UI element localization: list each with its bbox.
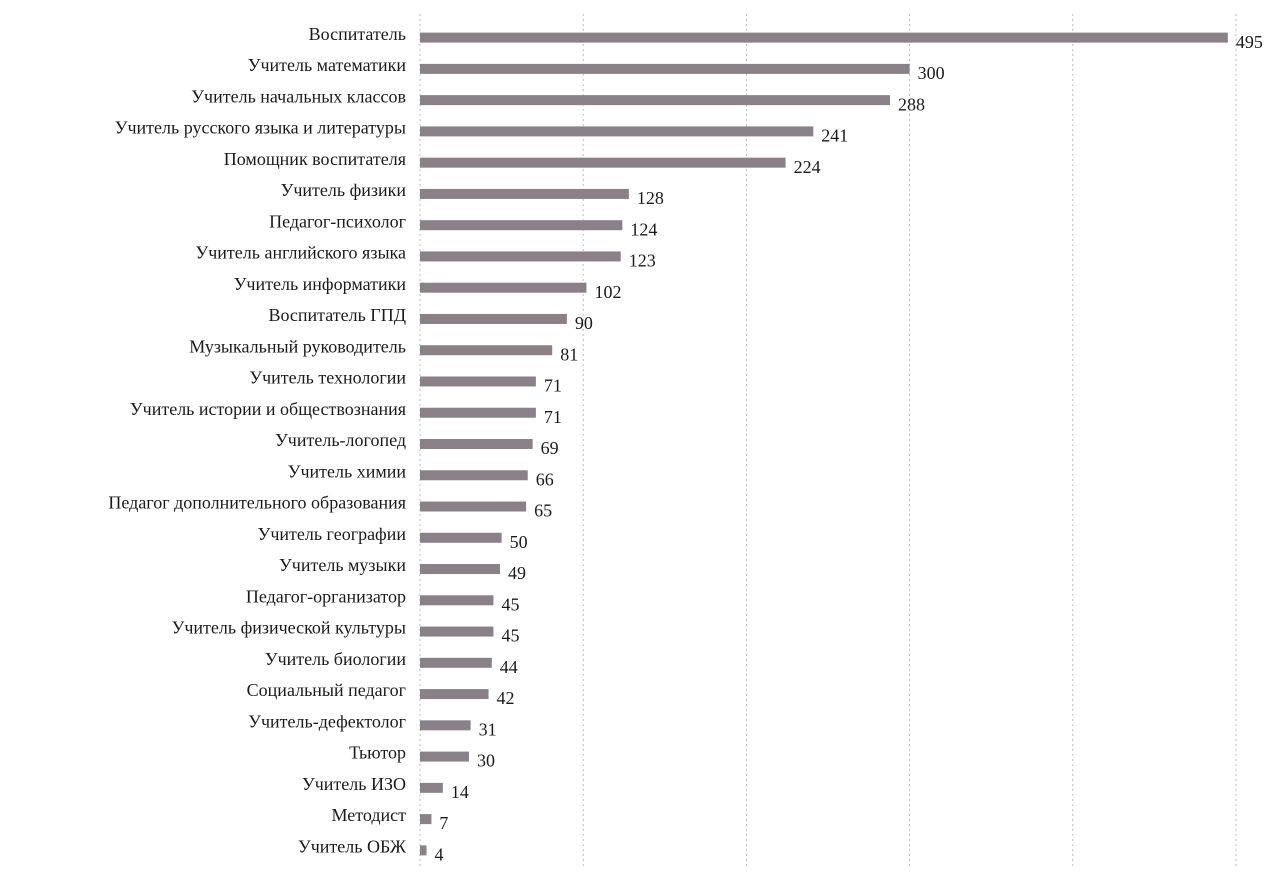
- bar: [420, 595, 494, 606]
- data-label: 30: [477, 751, 495, 771]
- data-label: 50: [510, 532, 528, 552]
- data-label: 128: [637, 188, 664, 208]
- y-tick-label: Учитель математики: [248, 55, 407, 75]
- y-tick-label: Учитель биологии: [265, 649, 407, 669]
- data-label: 14: [451, 782, 469, 802]
- data-label: 42: [497, 688, 515, 708]
- y-tick-label: Воспитатель ГПД: [268, 305, 406, 325]
- bar: [420, 251, 621, 262]
- data-label: 71: [544, 376, 562, 396]
- bar: [420, 814, 432, 825]
- y-tick-label: Учитель начальных классов: [191, 86, 406, 106]
- y-tick-label: Учитель ОБЖ: [298, 836, 407, 856]
- bar: [420, 126, 814, 137]
- data-label: 102: [594, 282, 621, 302]
- y-tick-label: Учитель географии: [258, 524, 407, 544]
- bar: [420, 657, 492, 668]
- bar: [420, 63, 910, 74]
- y-tick-label: Музыкальный руководитель: [189, 336, 406, 356]
- y-tick-label: Педагог-психолог: [269, 211, 406, 231]
- data-label: 44: [500, 657, 518, 677]
- data-label: 4: [435, 844, 444, 864]
- bar: [420, 157, 786, 168]
- data-label: 123: [629, 251, 656, 271]
- y-tick-label: Учитель химии: [288, 461, 407, 481]
- y-tick-label: Учитель английского языка: [195, 243, 406, 263]
- bar: [420, 845, 427, 856]
- bar: [420, 689, 489, 700]
- data-label: 288: [898, 94, 925, 114]
- y-tick-label: Учитель информатики: [234, 274, 407, 294]
- y-tick-label: Методист: [331, 805, 406, 825]
- y-tick-label: Учитель ИЗО: [302, 774, 406, 794]
- bar: [420, 188, 629, 199]
- y-tick-label: Тьютор: [349, 743, 406, 763]
- bar: [420, 439, 533, 449]
- data-label: 124: [630, 219, 657, 239]
- data-label: 7: [439, 813, 448, 833]
- data-label: 69: [541, 438, 559, 458]
- y-tick-label: Педагог дополнительного образования: [108, 493, 406, 513]
- y-tick-label: Учитель-дефектолог: [248, 711, 406, 731]
- bar: [420, 313, 567, 324]
- data-label: 300: [918, 63, 945, 83]
- y-tick-label: Учитель-логопед: [275, 430, 406, 450]
- y-tick-label: Воспитатель: [309, 24, 406, 44]
- y-tick-label: Социальный педагог: [247, 680, 406, 700]
- y-tick-label: Учитель физики: [281, 180, 407, 200]
- bar: [420, 282, 587, 293]
- bar: [420, 376, 536, 387]
- data-label: 45: [501, 594, 519, 614]
- data-label: 241: [821, 126, 848, 146]
- bar: [420, 407, 536, 418]
- y-tick-label: Помощник воспитателя: [224, 149, 406, 169]
- y-tick-label: Педагог-организатор: [246, 586, 406, 606]
- data-label: 66: [536, 469, 554, 489]
- y-tick-label: Учитель русского языка и литературы: [115, 118, 406, 138]
- y-tick-label: Учитель музыки: [279, 555, 406, 575]
- bar: [420, 345, 553, 356]
- bar: [420, 220, 623, 231]
- y-tick-label: Учитель истории и обществознания: [130, 399, 406, 419]
- y-tick-label: Учитель физической культуры: [172, 618, 406, 638]
- data-label: 90: [575, 313, 593, 333]
- data-label: 224: [794, 157, 821, 177]
- bar: [420, 32, 1228, 43]
- bar: [420, 720, 471, 731]
- data-label: 31: [479, 719, 497, 739]
- bar: [420, 532, 502, 543]
- bar: [420, 95, 891, 106]
- data-label: 81: [560, 344, 578, 364]
- data-label: 71: [544, 407, 562, 427]
- bar: [420, 564, 500, 575]
- bar: [420, 470, 528, 481]
- data-label: 65: [534, 501, 552, 521]
- bar: [420, 751, 469, 762]
- bar: [420, 782, 443, 793]
- bar: [420, 626, 494, 637]
- data-label: 495: [1236, 32, 1263, 52]
- y-tick-label: Учитель технологии: [249, 368, 406, 388]
- data-label: 49: [508, 563, 526, 583]
- bar: [420, 501, 527, 512]
- data-label: 45: [501, 626, 519, 646]
